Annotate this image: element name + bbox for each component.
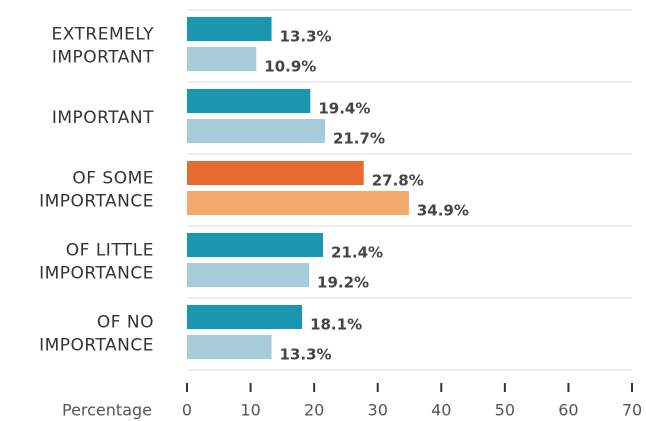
- value-label: 18.1%: [310, 316, 362, 334]
- bar: [187, 263, 310, 287]
- category-label: IMPORTANCE: [39, 264, 154, 284]
- x-tick-label: 0: [182, 401, 192, 420]
- value-label: 19.2%: [317, 274, 369, 292]
- category-label: IMPORTANT: [52, 48, 154, 68]
- bar: [187, 305, 303, 329]
- value-label: 19.4%: [318, 100, 370, 118]
- bar: [187, 335, 272, 359]
- value-label: 21.4%: [331, 244, 383, 262]
- category-label: IMPORTANCE: [39, 192, 154, 212]
- bar: [187, 89, 311, 113]
- x-tick-label: 40: [431, 401, 451, 420]
- category-label: EXTREMELY: [51, 25, 154, 45]
- bar: [187, 161, 364, 185]
- value-label: 21.7%: [333, 130, 385, 148]
- x-tick-label: 20: [304, 401, 324, 420]
- value-label: 27.8%: [372, 172, 424, 190]
- value-label: 10.9%: [264, 58, 316, 76]
- x-tick-label: 30: [368, 401, 388, 420]
- bar: [187, 47, 257, 71]
- value-label: 34.9%: [417, 202, 469, 220]
- bar: [187, 17, 272, 41]
- bar: [187, 233, 324, 257]
- value-label: 13.3%: [280, 28, 332, 46]
- category-label: OF SOME: [72, 169, 154, 189]
- category-label: IMPORTANT: [52, 108, 154, 128]
- x-axis-label: Percentage: [62, 401, 152, 420]
- category-label: OF LITTLE: [66, 241, 154, 261]
- x-tick-label: 50: [495, 401, 515, 420]
- category-label: IMPORTANCE: [39, 336, 154, 356]
- bar: [187, 191, 409, 215]
- value-label: 13.3%: [280, 346, 332, 364]
- category-label: OF NO: [97, 313, 154, 333]
- x-tick-label: 10: [240, 401, 260, 420]
- x-tick-label: 60: [558, 401, 578, 420]
- x-tick-label: 70: [622, 401, 642, 420]
- bar: [187, 119, 325, 143]
